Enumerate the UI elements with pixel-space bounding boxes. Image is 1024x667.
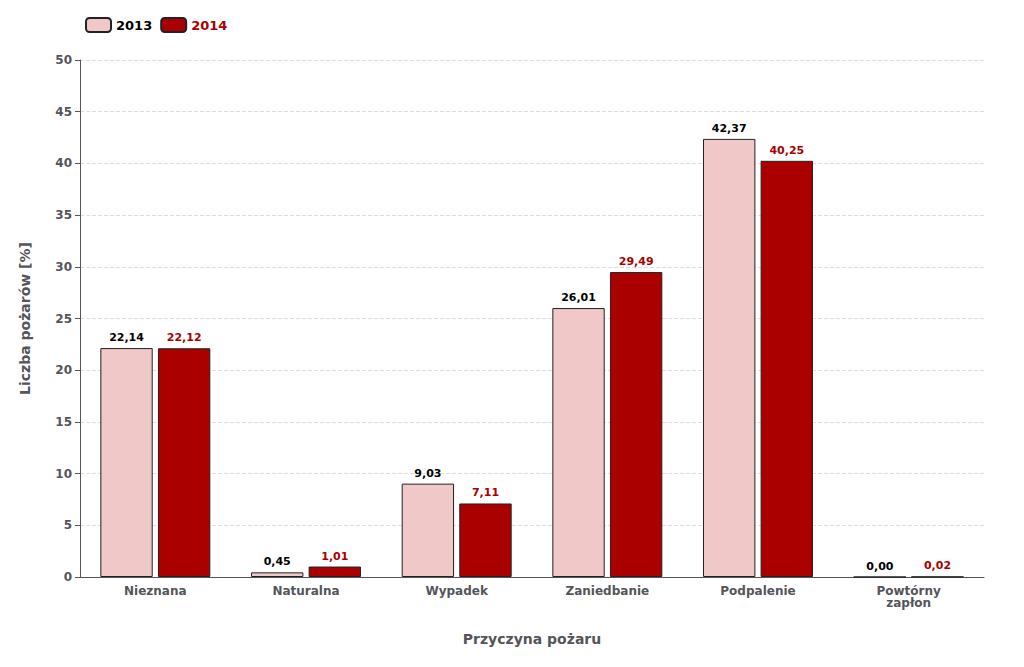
- svg-text:26,01: 26,01: [561, 291, 596, 304]
- svg-text:22,14: 22,14: [109, 331, 144, 344]
- svg-text:1,01: 1,01: [321, 550, 348, 563]
- svg-text:40,25: 40,25: [769, 144, 804, 157]
- svg-text:50: 50: [55, 53, 72, 67]
- svg-text:Liczba pożarów [%]: Liczba pożarów [%]: [17, 242, 33, 395]
- svg-text:35: 35: [55, 208, 72, 222]
- svg-text:0: 0: [64, 570, 72, 584]
- svg-text:Podpalenie: Podpalenie: [720, 584, 795, 598]
- svg-text:9,03: 9,03: [414, 467, 441, 480]
- svg-text:Wypadek: Wypadek: [425, 584, 488, 598]
- svg-text:5: 5: [64, 518, 72, 532]
- svg-text:Powtórny: Powtórny: [876, 584, 941, 598]
- svg-text:2014: 2014: [191, 18, 227, 33]
- svg-text:0,02: 0,02: [924, 559, 951, 572]
- svg-text:30: 30: [55, 260, 72, 274]
- svg-text:zapłon: zapłon: [886, 596, 931, 610]
- svg-text:0,00: 0,00: [866, 560, 893, 573]
- svg-text:7,11: 7,11: [472, 486, 499, 499]
- svg-text:45: 45: [55, 105, 72, 119]
- svg-text:29,49: 29,49: [619, 255, 654, 268]
- svg-text:Naturalna: Naturalna: [272, 584, 339, 598]
- svg-text:22,12: 22,12: [167, 331, 202, 344]
- svg-text:Przyczyna pożaru: Przyczyna pożaru: [463, 631, 601, 647]
- svg-text:42,37: 42,37: [712, 122, 747, 135]
- svg-text:10: 10: [55, 467, 72, 481]
- svg-text:20: 20: [55, 363, 72, 377]
- svg-text:2013: 2013: [116, 18, 152, 33]
- svg-text:15: 15: [55, 415, 72, 429]
- svg-text:25: 25: [55, 312, 72, 326]
- svg-text:Nieznana: Nieznana: [124, 584, 187, 598]
- svg-text:Zaniedbanie: Zaniedbanie: [565, 584, 649, 598]
- svg-text:40: 40: [55, 156, 72, 170]
- svg-text:0,45: 0,45: [264, 555, 291, 568]
